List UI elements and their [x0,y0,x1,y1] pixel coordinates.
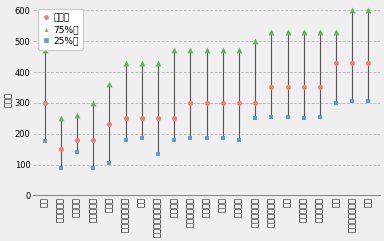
Point [41,48,48,52]
Point [204,48,210,52]
Point [90,166,96,170]
Point [349,8,355,12]
Point [236,138,242,142]
Point [285,86,291,89]
Point [106,161,113,165]
Point [349,100,355,103]
Point [155,61,161,65]
Point [220,101,226,105]
Point [171,116,177,120]
Point [41,140,48,143]
Point [333,101,339,105]
Point [58,166,64,170]
Point [187,48,194,52]
Point [90,101,96,105]
Point [268,30,275,34]
Point [236,48,242,52]
Point [252,101,258,105]
Point [139,116,145,120]
Point [58,147,64,151]
Point [317,115,323,119]
Point [333,61,339,65]
Point [139,61,145,65]
Y-axis label: （分）: （分） [4,92,13,107]
Point [74,113,80,117]
Point [252,116,258,120]
Point [333,30,339,34]
Point [122,116,129,120]
Point [220,136,226,140]
Point [204,101,210,105]
Point [155,116,161,120]
Point [106,123,113,127]
Point [317,86,323,89]
Point [187,136,194,140]
Point [285,115,291,119]
Point [252,39,258,43]
Point [155,152,161,156]
Point [301,116,307,120]
Point [90,138,96,142]
Point [187,101,194,105]
Point [74,138,80,142]
Legend: 中央値, 75%値, 25%値: 中央値, 75%値, 25%値 [38,9,83,50]
Point [236,101,242,105]
Point [204,136,210,140]
Point [268,86,275,89]
Point [122,61,129,65]
Point [366,61,372,65]
Point [268,115,275,119]
Point [349,61,355,65]
Point [301,86,307,89]
Point [366,100,372,103]
Point [366,8,372,12]
Point [139,136,145,140]
Point [106,82,113,86]
Point [41,101,48,105]
Point [122,138,129,142]
Point [171,138,177,142]
Point [74,150,80,154]
Point [285,30,291,34]
Point [58,116,64,120]
Point [317,30,323,34]
Point [220,48,226,52]
Point [171,48,177,52]
Point [301,30,307,34]
